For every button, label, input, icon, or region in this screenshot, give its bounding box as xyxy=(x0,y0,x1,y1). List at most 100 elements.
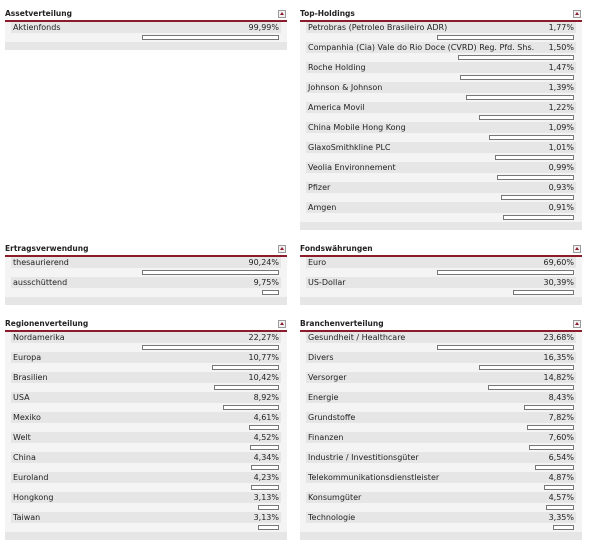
item-percent: 1,22% xyxy=(548,103,574,112)
panel-header: Top-Holdings xyxy=(300,8,582,22)
row-label: Telekommunikationsdienstleister 4,87% xyxy=(306,472,576,483)
item-name: Mexiko xyxy=(13,413,41,422)
row: Industrie / Investitionsgüter 6,54% xyxy=(300,452,582,472)
item-name: Johnson & Johnson xyxy=(308,83,383,92)
panel-header: Regionenverteilung xyxy=(5,318,287,332)
item-percent: 6,54% xyxy=(548,453,574,462)
item-name: Euroland xyxy=(13,473,49,482)
item-name: GlaxoSmithkline PLC xyxy=(308,143,391,152)
item-percent: 8,43% xyxy=(548,393,574,402)
item-percent: 4,23% xyxy=(253,473,279,482)
item-name: Petrobras (Petroleo Brasileiro ADR) xyxy=(308,23,448,32)
row-label: Johnson & Johnson 1,39% xyxy=(306,82,576,93)
item-name: USA xyxy=(13,393,30,402)
item-name: Gesundheit / Healthcare xyxy=(308,333,406,342)
item-name: Energie xyxy=(308,393,339,402)
item-name: Finanzen xyxy=(308,433,344,442)
row-label: China Mobile Hong Kong 1,09% xyxy=(306,122,576,133)
bar xyxy=(249,445,279,450)
row: Finanzen 7,60% xyxy=(300,432,582,452)
item-percent: 7,82% xyxy=(548,413,574,422)
item-percent: 1,77% xyxy=(548,23,574,32)
bar xyxy=(222,405,279,410)
row-label: Amgen 0,91% xyxy=(306,202,576,213)
row-label: Energie 8,43% xyxy=(306,392,576,403)
row: Pfizer 0,93% xyxy=(300,182,582,202)
bar xyxy=(249,425,279,430)
item-percent: 10,42% xyxy=(248,373,279,382)
row-label: America Movil 1,22% xyxy=(306,102,576,113)
item-percent: 1,09% xyxy=(548,123,574,132)
row: Hongkong 3,13% xyxy=(5,492,287,512)
row-label: Europa 10,77% xyxy=(11,352,281,363)
bar xyxy=(501,195,574,200)
row-label: Technologie 3,35% xyxy=(306,512,576,523)
item-name: Pfizer xyxy=(308,183,331,192)
item-name: Divers xyxy=(308,353,334,362)
collapse-button[interactable] xyxy=(573,10,581,18)
item-percent: 1,50% xyxy=(548,43,574,52)
panel: Branchenverteilung Gesundheit / Healthcar… xyxy=(300,318,582,540)
item-percent: 4,57% xyxy=(548,493,574,502)
item-name: Telekommunikationsdienstleister xyxy=(308,473,440,482)
panel: Top-Holdings Petrobras (Petroleo Brasilei… xyxy=(300,8,582,230)
item-name: Roche Holding xyxy=(308,63,366,72)
row-label: Roche Holding 1,47% xyxy=(306,62,576,73)
item-percent: 3,13% xyxy=(253,513,279,522)
row: China Mobile Hong Kong 1,09% xyxy=(300,122,582,142)
bar xyxy=(478,365,574,370)
item-name: Hongkong xyxy=(13,493,54,502)
bar xyxy=(250,465,279,470)
panel-header: Assetverteilung xyxy=(5,8,287,22)
item-percent: 0,93% xyxy=(548,183,574,192)
bar xyxy=(251,485,279,490)
bar xyxy=(494,155,574,160)
item-percent: 16,35% xyxy=(543,353,574,362)
row: Mexiko 4,61% xyxy=(5,412,287,432)
collapse-button[interactable] xyxy=(278,10,286,18)
row-label: Hongkong 3,13% xyxy=(11,492,281,503)
item-percent: 23,68% xyxy=(543,333,574,342)
row: Veolia Environnement 0,99% xyxy=(300,162,582,182)
row: Versorger 14,82% xyxy=(300,372,582,392)
item-percent: 9,75% xyxy=(253,278,279,287)
collapse-button[interactable] xyxy=(573,245,581,253)
row-label: US-Dollar 30,39% xyxy=(306,277,576,288)
collapse-button[interactable] xyxy=(278,320,286,328)
item-percent: 7,60% xyxy=(548,433,574,442)
collapse-button[interactable] xyxy=(278,245,286,253)
row: ausschüttend 9,75% xyxy=(5,277,287,297)
bar xyxy=(211,365,279,370)
panel-footer xyxy=(5,297,287,305)
row: Grundstoffe 7,82% xyxy=(300,412,582,432)
item-name: Konsumgüter xyxy=(308,493,362,502)
row-label: China 4,34% xyxy=(11,452,281,463)
panel: Assetverteilung Aktienfonds 99,99% xyxy=(5,8,287,50)
bar xyxy=(528,445,574,450)
panel-footer xyxy=(300,222,582,230)
item-percent: 0,99% xyxy=(548,163,574,172)
item-name: Grundstoffe xyxy=(308,413,356,422)
bar xyxy=(437,270,574,275)
bar xyxy=(459,75,574,80)
row: Taiwan 3,13% xyxy=(5,512,287,532)
row-label: GlaxoSmithkline PLC 1,01% xyxy=(306,142,576,153)
bar xyxy=(487,385,574,390)
item-percent: 14,82% xyxy=(543,373,574,382)
item-percent: 4,61% xyxy=(253,413,279,422)
row: Roche Holding 1,47% xyxy=(300,62,582,82)
row-label: Pfizer 0,93% xyxy=(306,182,576,193)
panel-footer xyxy=(5,42,287,50)
item-percent: 1,39% xyxy=(548,83,574,92)
bar xyxy=(437,345,574,350)
collapse-button[interactable] xyxy=(573,320,581,328)
item-percent: 3,13% xyxy=(253,493,279,502)
item-name: ausschüttend xyxy=(13,278,68,287)
bar xyxy=(142,345,279,350)
row: Johnson & Johnson 1,39% xyxy=(300,82,582,102)
bar xyxy=(496,175,574,180)
row: Europa 10,77% xyxy=(5,352,287,372)
row-label: Gesundheit / Healthcare 23,68% xyxy=(306,332,576,343)
item-name: Taiwan xyxy=(13,513,41,522)
row-label: Brasilien 10,42% xyxy=(11,372,281,383)
